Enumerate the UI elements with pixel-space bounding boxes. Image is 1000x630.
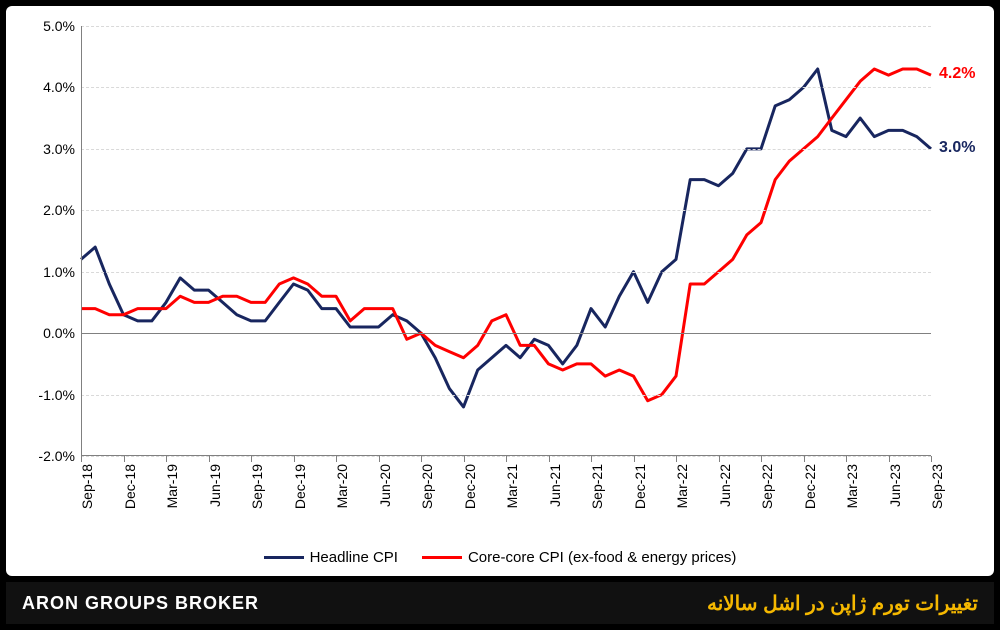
legend-swatch xyxy=(422,556,462,559)
gridline xyxy=(81,26,931,27)
legend-label: Headline CPI xyxy=(310,549,398,566)
x-tick-label: Dec-18 xyxy=(122,464,138,509)
x-tick-label: Mar-23 xyxy=(844,464,860,508)
x-tick xyxy=(846,456,847,462)
caption-label: تغییرات تورم ژاپن در اشل سالانه xyxy=(707,591,978,616)
x-tick-label: Jun-23 xyxy=(887,464,903,507)
x-tick xyxy=(931,456,932,462)
y-tick-label: -2.0% xyxy=(38,448,81,464)
x-tick-label: Mar-22 xyxy=(674,464,690,508)
footer-bar: ARON GROUPS BROKER تغییرات تورم ژاپن در … xyxy=(6,582,994,624)
x-tick-label: Jun-22 xyxy=(717,464,733,507)
legend-item: Headline CPI xyxy=(264,549,398,566)
series-end-label: 3.0% xyxy=(939,139,975,157)
x-tick xyxy=(676,456,677,462)
x-tick-label: Jun-19 xyxy=(207,464,223,507)
x-tick xyxy=(464,456,465,462)
x-tick xyxy=(889,456,890,462)
y-tick-label: 4.0% xyxy=(43,79,81,95)
gridline xyxy=(81,395,931,396)
x-tick xyxy=(209,456,210,462)
x-tick-label: Dec-22 xyxy=(802,464,818,509)
x-tick xyxy=(251,456,252,462)
y-tick-label: 1.0% xyxy=(43,264,81,280)
x-tick xyxy=(81,456,82,462)
line-series-layer xyxy=(81,26,931,456)
x-tick-label: Dec-19 xyxy=(292,464,308,509)
x-tick xyxy=(761,456,762,462)
x-tick-label: Sep-23 xyxy=(929,464,945,509)
x-tick xyxy=(294,456,295,462)
x-tick xyxy=(166,456,167,462)
brand-label: ARON GROUPS BROKER xyxy=(22,593,259,614)
y-tick-label: 5.0% xyxy=(43,18,81,34)
x-tick-label: Mar-19 xyxy=(164,464,180,508)
y-tick-label: 2.0% xyxy=(43,202,81,218)
x-tick-label: Sep-18 xyxy=(79,464,95,509)
x-tick xyxy=(719,456,720,462)
gridline xyxy=(81,149,931,150)
x-tick xyxy=(336,456,337,462)
x-tick-label: Sep-20 xyxy=(419,464,435,509)
x-tick xyxy=(634,456,635,462)
y-axis xyxy=(81,26,82,456)
x-tick xyxy=(549,456,550,462)
y-tick-label: 3.0% xyxy=(43,141,81,157)
x-tick xyxy=(591,456,592,462)
figure-frame: -2.0% -1.0% 0.0% 1.0% 2.0% 3.0% 4.0% 5.0% Sep-18… xyxy=(0,0,1000,630)
x-tick-label: Sep-19 xyxy=(249,464,265,509)
legend-label: Core-core CPI (ex-food & energy prices) xyxy=(468,549,736,566)
x-tick-label: Dec-20 xyxy=(462,464,478,509)
series-line xyxy=(81,69,931,407)
x-tick-label: Sep-21 xyxy=(589,464,605,509)
series-line xyxy=(81,69,931,401)
legend-item: Core-core CPI (ex-food & energy prices) xyxy=(422,549,736,566)
y-tick-label: 0.0% xyxy=(43,325,81,341)
x-tick xyxy=(804,456,805,462)
x-tick xyxy=(379,456,380,462)
legend-swatch xyxy=(264,556,304,559)
x-tick-label: Jun-21 xyxy=(547,464,563,507)
x-tick xyxy=(506,456,507,462)
x-tick-label: Mar-21 xyxy=(504,464,520,508)
legend: Headline CPI Core-core CPI (ex-food & ene… xyxy=(6,546,994,566)
gridline xyxy=(81,272,931,273)
y-tick-label: -1.0% xyxy=(38,387,81,403)
x-tick-label: Dec-21 xyxy=(632,464,648,509)
x-tick xyxy=(124,456,125,462)
x-tick-label: Mar-20 xyxy=(334,464,350,508)
chart-card: -2.0% -1.0% 0.0% 1.0% 2.0% 3.0% 4.0% 5.0% Sep-18… xyxy=(6,6,994,576)
x-tick xyxy=(421,456,422,462)
gridline xyxy=(81,210,931,211)
gridline xyxy=(81,333,931,334)
gridline xyxy=(81,87,931,88)
x-tick-label: Sep-22 xyxy=(759,464,775,509)
x-tick-label: Jun-20 xyxy=(377,464,393,507)
plot-area: -2.0%-1.0%0.0%1.0%2.0%3.0%4.0%5.0%Sep-18… xyxy=(81,26,931,456)
series-end-label: 4.2% xyxy=(939,65,975,83)
